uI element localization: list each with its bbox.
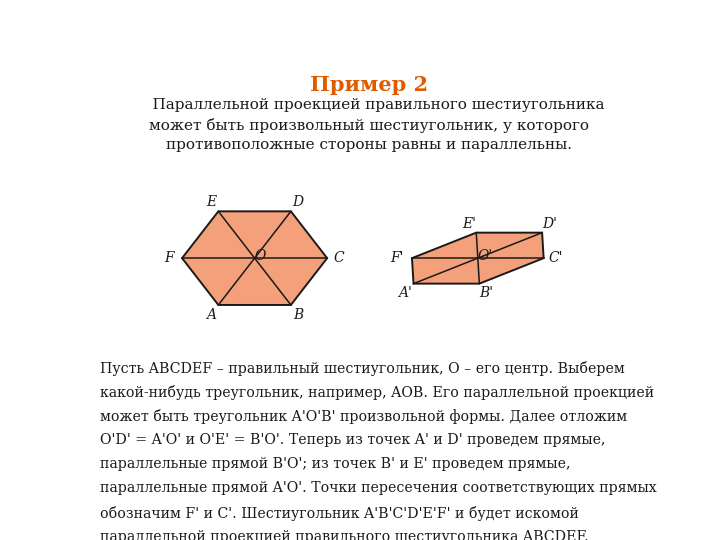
Text: параллельные прямой B'O'; из точек B' и E' проведем прямые,: параллельные прямой B'O'; из точек B' и … [100,457,570,471]
Text: O'D' = A'O' и O'E' = B'O'. Теперь из точек A' и D' проведем прямые,: O'D' = A'O' и O'E' = B'O'. Теперь из точ… [100,433,606,447]
Text: B': B' [480,286,494,300]
Text: O: O [254,248,266,262]
Text: C': C' [549,251,563,265]
Text: F': F' [391,251,404,265]
Text: A: A [206,307,216,321]
Text: параллельной проекцией правильного шестиугольника ABCDEF.: параллельной проекцией правильного шести… [100,530,589,540]
Text: B: B [293,307,303,321]
Text: противоположные стороны равны и параллельны.: противоположные стороны равны и параллел… [166,138,572,152]
Text: может быть треугольник A'O'B' произвольной формы. Далее отложим: может быть треугольник A'O'B' произвольн… [100,409,627,424]
Text: может быть произвольный шестиугольник, у которого: может быть произвольный шестиугольник, у… [149,118,589,133]
Text: параллельные прямой A'O'. Точки пересечения соответствующих прямых: параллельные прямой A'O'. Точки пересече… [100,482,657,495]
Text: A': A' [397,286,412,300]
Polygon shape [182,211,327,305]
Text: Параллельной проекцией правильного шестиугольника: Параллельной проекцией правильного шести… [133,98,605,112]
Text: D: D [292,195,303,209]
Text: Пример 2: Пример 2 [310,75,428,95]
Text: F: F [164,251,174,265]
Polygon shape [412,233,544,284]
Text: O': O' [477,248,492,262]
Text: E: E [207,195,217,209]
Text: какой-нибудь треугольник, например, AOB. Его параллельной проекцией: какой-нибудь треугольник, например, AOB.… [100,385,654,400]
Text: C: C [333,251,344,265]
Text: Пусть ABCDEF – правильный шестиугольник, O – его центр. Выберем: Пусть ABCDEF – правильный шестиугольник,… [100,361,625,376]
Text: E': E' [462,217,477,231]
Text: D': D' [542,217,557,231]
Text: обозначим F' и C'. Шестиугольник A'B'C'D'E'F' и будет искомой: обозначим F' и C'. Шестиугольник A'B'C'D… [100,505,579,521]
